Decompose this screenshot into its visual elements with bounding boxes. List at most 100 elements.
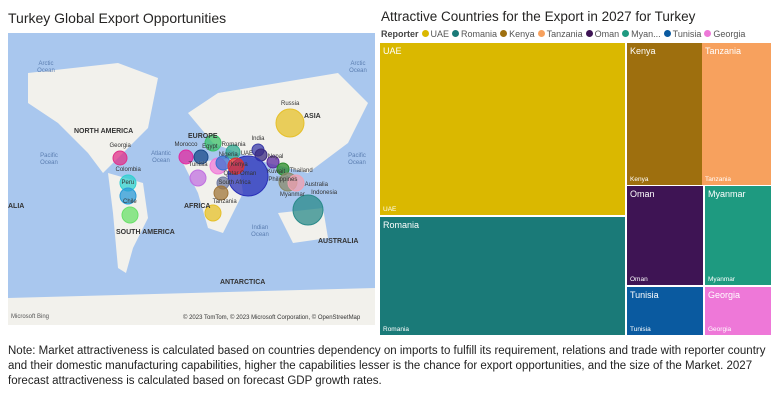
- country-label: Kuwait: [267, 168, 286, 175]
- cell-label: Oman: [630, 189, 655, 199]
- cell-footer-label: UAE: [383, 206, 397, 213]
- legend-dot-icon: [704, 30, 712, 37]
- legend-dot-icon: [585, 30, 593, 37]
- treemap-cell-romania[interactable]: Romania Romania: [380, 217, 625, 335]
- legend-item[interactable]: Georgia: [704, 29, 745, 39]
- bubble-morocco[interactable]: [178, 149, 194, 165]
- country-label: Georgia: [109, 143, 131, 149]
- country-label: Russia: [281, 101, 300, 107]
- country-label: Myanmar: [279, 191, 305, 198]
- cell-footer-label: Tanzania: [705, 176, 732, 183]
- legend-dot-icon: [622, 30, 630, 37]
- legend-dot-icon: [500, 30, 508, 37]
- treemap-cell-oman[interactable]: Oman Oman: [627, 186, 703, 285]
- legend: Reporter UAE Romania Kenya Tanzania Oman Myan.…: [381, 29, 745, 39]
- map-title: Turkey Global Export Opportunities: [8, 10, 227, 26]
- continent-label: NORTH AMERICA: [74, 128, 134, 135]
- legend-item[interactable]: UAE: [421, 29, 449, 39]
- legend-item[interactable]: Romania: [452, 29, 497, 39]
- country-label: Morocco: [174, 142, 198, 148]
- cell-label: Romania: [383, 220, 420, 230]
- bubble-australia[interactable]: [287, 174, 305, 192]
- cell-label: Kenya: [630, 46, 656, 56]
- country-label: Nepal: [267, 153, 284, 160]
- country-label: Kenya: [230, 161, 248, 168]
- country-label: UAE: [240, 150, 254, 157]
- country-label: Romania: [221, 141, 246, 148]
- bubble-oman[interactable]: [227, 157, 245, 175]
- cell-footer-label: Kenya: [630, 176, 649, 183]
- legend-item[interactable]: Myan...: [622, 29, 661, 39]
- bubble-tanzania[interactable]: [204, 204, 222, 222]
- continent-label: ALIA: [8, 203, 25, 210]
- treemap: UAE UAE Kenya Kenya Tanzania Tanzania Romania R…: [380, 43, 771, 335]
- legend-item[interactable]: Kenya: [500, 29, 535, 39]
- bubble-peru[interactable]: [119, 187, 137, 205]
- legend-item[interactable]: Oman: [585, 29, 619, 39]
- continent-label: SOUTH AMERICA: [116, 229, 175, 236]
- bubble-egypt[interactable]: [193, 149, 209, 165]
- treemap-title: Attractive Countries for the Export in 2…: [381, 9, 696, 24]
- cell-label: UAE: [383, 46, 402, 56]
- country-label: Philippines: [268, 177, 298, 184]
- treemap-cell-kenya[interactable]: Kenya Kenya: [627, 43, 702, 185]
- legend-dot-icon: [663, 30, 671, 37]
- country-label: Tanzania: [212, 199, 237, 206]
- continent-label: EUROPE: [188, 133, 218, 140]
- bubble-kuwait[interactable]: [266, 155, 280, 169]
- treemap-cell-tunisia[interactable]: Tunisia Tunisia: [627, 287, 703, 335]
- country-label: Chile: [123, 199, 137, 205]
- land: [8, 63, 375, 325]
- cell-footer-label: Tunisia: [630, 326, 651, 333]
- country-label: Peru: [121, 180, 135, 186]
- ocean-label: Indian Ocean: [251, 225, 269, 238]
- country-label: Egypt: [202, 143, 218, 150]
- bubble-georgia[interactable]: [112, 150, 128, 166]
- cell-footer-label: Myanmar: [708, 276, 736, 283]
- cell-footer-label: Romania: [383, 326, 410, 333]
- country-label: South Africa: [218, 179, 251, 186]
- country-label: Nigeria: [218, 152, 238, 159]
- ocean-label: Arctic Ocean: [349, 61, 367, 74]
- bubble-chile[interactable]: [121, 206, 139, 224]
- legend-dot-icon: [452, 30, 460, 37]
- country-label: Oman: [240, 171, 257, 178]
- continent-label: ASIA: [304, 113, 321, 120]
- bubble-russia[interactable]: [275, 108, 305, 138]
- country-label: Tunisia: [188, 162, 208, 168]
- country-label: Thailand: [289, 167, 313, 174]
- bing-logo: Microsoft Bing: [11, 314, 50, 320]
- cell-label: Tunisia: [630, 290, 659, 300]
- ocean-label: Pacific Ocean: [40, 153, 58, 166]
- bubble-indonesia[interactable]: [292, 194, 324, 226]
- bubble-south-africa[interactable]: [213, 185, 229, 201]
- continent-label: AUSTRALIA: [318, 238, 359, 245]
- legend-item[interactable]: Tunisia: [663, 29, 701, 39]
- cell-label: Georgia: [708, 290, 741, 300]
- legend-dot-icon: [537, 30, 545, 37]
- bubble-tunisia[interactable]: [189, 169, 207, 187]
- bubble-romania[interactable]: [204, 134, 222, 152]
- footnote: Note: Market attractiveness is calculate…: [8, 345, 766, 387]
- ocean-label: Pacific Ocean: [348, 153, 366, 166]
- country-label: Indonesia: [311, 190, 338, 197]
- ocean-label: Arctic Ocean: [37, 61, 55, 74]
- legend-item[interactable]: Tanzania: [537, 29, 583, 39]
- legend-dot-icon: [421, 30, 429, 37]
- cell-label: Tanzania: [705, 46, 742, 56]
- cell-footer-label: Oman: [630, 276, 648, 283]
- map-credits[interactable]: © 2023 TomTom, © 2023 Microsoft Corporat…: [183, 315, 361, 321]
- treemap-cell-georgia[interactable]: Georgia Georgia: [705, 287, 771, 335]
- treemap-cell-tanzania[interactable]: Tanzania Tanzania: [702, 43, 771, 185]
- ocean-label: Atlantic Ocean: [151, 151, 171, 164]
- bubble-map[interactable]: Arctic Ocean Arctic Ocean Pacific Ocean …: [8, 33, 375, 325]
- cell-label: Myanmar: [708, 189, 746, 199]
- continent-label: AFRICA: [184, 203, 211, 210]
- country-label: India: [251, 136, 265, 142]
- treemap-cell-uae[interactable]: UAE UAE: [380, 43, 625, 215]
- legend-title: Reporter: [381, 29, 419, 39]
- treemap-cell-myanmar[interactable]: Myanmar Myanmar: [705, 186, 771, 285]
- cell-footer-label: Georgia: [708, 326, 732, 333]
- country-label: Colombia: [115, 167, 141, 173]
- country-label: Qatar: [223, 170, 239, 177]
